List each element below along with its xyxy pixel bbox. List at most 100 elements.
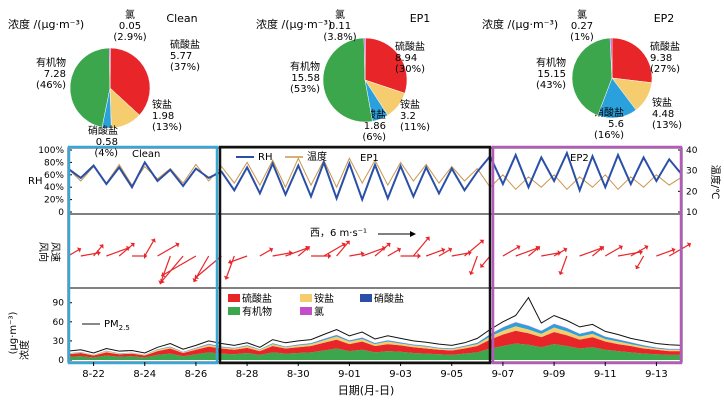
wind-label-line2: 风速: [49, 242, 61, 262]
pie-label-value: 15.15: [537, 69, 566, 80]
concentration-header: 浓度 /(μg·m⁻³): [8, 17, 84, 31]
legend-nitrate-label: 硝酸盐: [374, 292, 404, 305]
wind-arrow: [425, 248, 446, 257]
pie-slice-氯: [609, 37, 613, 79]
x-tick-label: 9-11: [594, 369, 617, 380]
period-label-ep2: EP2: [570, 153, 589, 164]
wind-arrowhead: [480, 263, 485, 268]
pm-areas: [68, 322, 682, 360]
pie-label-pct: (46%): [36, 80, 66, 91]
pie-label-name: 硫酸盐: [170, 38, 200, 51]
pie-label-value: 1.86: [364, 121, 386, 132]
wind-arrow: [604, 245, 623, 257]
pie-slice-有机物: [322, 37, 373, 123]
pie-slice-硫酸盐: [109, 47, 151, 116]
wind-arrowhead: [268, 247, 273, 253]
period-label-clean: Clean: [132, 149, 160, 160]
legend-ammonium-swatch: [300, 294, 312, 302]
legend-ammonium-label: 铵盐: [314, 292, 334, 305]
pie-label-pct: (43%): [536, 80, 566, 91]
rh-legend-label: RH: [258, 152, 272, 163]
wind-arrowhead: [468, 270, 475, 275]
wind-arrow: [336, 240, 350, 257]
wind-arrowhead: [223, 275, 230, 280]
pie-label-value: 15.58: [291, 73, 320, 84]
rh-line: [67, 150, 683, 203]
pie-label-pct: (1%): [570, 32, 594, 43]
temp-tick-label: 40: [686, 146, 698, 156]
wind-arrow: [617, 251, 643, 257]
pie-label-value: 5.77: [170, 51, 192, 62]
pie-label-name: 氯: [125, 8, 135, 21]
pm-area-硫酸盐: [68, 330, 682, 358]
pie-slice-硫酸盐: [364, 37, 408, 94]
wind-arrowhead: [396, 247, 401, 253]
wind-arrowhead: [563, 247, 568, 253]
wind-arrowhead: [558, 270, 564, 275]
wind-arrow: [630, 245, 649, 257]
wind-arrowhead: [328, 253, 331, 259]
pie-slice-硫酸盐: [611, 37, 653, 84]
pie-label-value: 8.94: [395, 53, 417, 64]
pie-slice-有机物: [571, 37, 613, 116]
wind-arrow: [469, 255, 478, 276]
wind-arrow: [515, 246, 540, 257]
wind-arrow: [118, 242, 135, 257]
period-box-ep2: [491, 145, 683, 365]
pm-tick-label: 0: [58, 356, 64, 366]
pie-label-name: 有机物: [536, 56, 566, 69]
legend-sulfate-label: 硫酸盐: [242, 292, 272, 305]
wind-arrow: [144, 238, 156, 257]
wind-label-line1: 风向: [37, 242, 50, 262]
wind-arrowhead: [644, 244, 649, 251]
wind-arrow: [464, 239, 485, 257]
wind-arrowhead: [535, 246, 540, 251]
pie-label-value: 5.6: [608, 119, 624, 130]
wind-arrowhead: [425, 236, 430, 242]
pie-label-value: 9.38: [650, 53, 672, 64]
pie-label-value: 0.05: [119, 21, 141, 32]
wind-arrowhead: [671, 247, 676, 253]
pm-concentration-label: 浓度: [18, 340, 31, 360]
legend-nitrate-swatch: [360, 294, 372, 302]
pm-tick-label: 60: [53, 318, 65, 328]
wind-arrowhead: [686, 242, 691, 248]
pie-title: EP2: [654, 12, 675, 25]
concentration-header-ep1: 浓度 /(μg·m⁻³): [256, 17, 332, 31]
pie-label-value: 1.98: [152, 111, 174, 122]
x-tick-label: 9-01: [338, 369, 361, 380]
pie-label-value: 4.48: [652, 109, 674, 120]
x-tick-label: 8-26: [185, 369, 208, 380]
wind-arrowhead: [516, 244, 521, 251]
rh-tick-label: 100%: [38, 146, 64, 156]
pie-label-pct: (16%): [594, 130, 624, 141]
wind-arrowhead: [417, 253, 421, 259]
pie-label-name: 硫酸盐: [395, 40, 425, 53]
wind-arrowhead: [447, 247, 452, 253]
wind-arrow: [541, 251, 562, 257]
pie-label-name: 硫酸盐: [650, 40, 680, 53]
wind-arrow: [362, 246, 386, 257]
pm-area-硝酸盐: [68, 322, 682, 355]
temp-tick-label: 20: [686, 187, 698, 197]
wind-arrowhead: [479, 239, 484, 245]
wind-arrowhead: [468, 250, 472, 256]
pm-area-铵盐: [68, 326, 682, 356]
pie-label-pct: (27%): [650, 64, 680, 75]
pie-label-name: 氯: [335, 8, 345, 21]
rh-tick-label: 60%: [44, 171, 64, 181]
legend-organic-label: 有机物: [242, 305, 272, 318]
wind-arrow: [272, 251, 293, 257]
x-tick-label: 8-28: [236, 369, 259, 380]
x-tick-label: 9-13: [645, 369, 668, 380]
pm-area-有机物: [68, 343, 682, 360]
pm-tick-label: 90: [53, 299, 65, 309]
period-box-clean: [67, 145, 219, 365]
pm-area-氯: [68, 322, 682, 355]
concentration-header-ep2: 浓度 /(μg·m⁻³): [482, 17, 558, 31]
wind-panel: 风向 风速 西，6 m·s⁻¹: [37, 213, 692, 289]
period-box-ep1: [218, 145, 492, 365]
pie-label-pct: (2.9%): [113, 32, 146, 43]
x-tick-label: 8-22: [82, 369, 105, 380]
